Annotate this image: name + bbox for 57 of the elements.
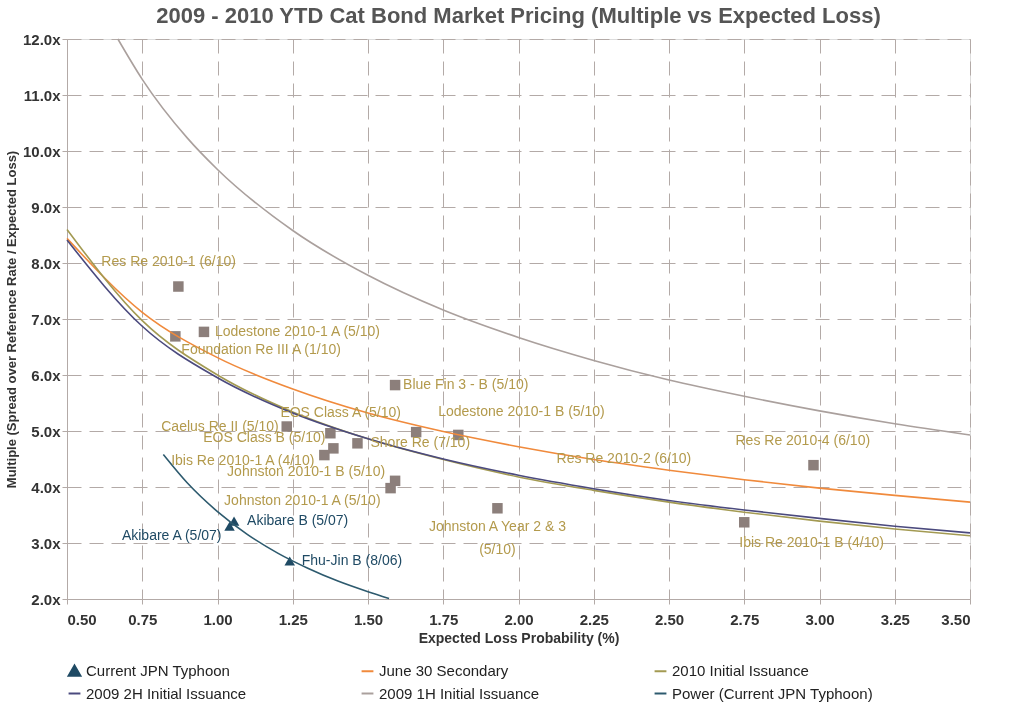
point <box>173 281 184 292</box>
data-label: Johnston A Year 2 & 3 (5/10) <box>428 518 567 558</box>
point <box>385 482 396 494</box>
point <box>410 426 422 438</box>
y-tick-label: 2.0x <box>31 590 62 608</box>
x-tick-label: 0.50 <box>67 610 97 628</box>
point <box>328 443 339 454</box>
point <box>739 517 750 528</box>
x-tick-label: 2.75 <box>730 610 760 628</box>
y-tick-label: 9.0x <box>31 198 62 216</box>
data-label: Fhu-Jin B (8/06) <box>301 551 403 568</box>
x-tick-label: 3.50 <box>941 610 971 628</box>
data-label: Res Re 2010-4 (6/10) <box>735 432 871 449</box>
point <box>492 503 503 514</box>
y-tick-label: 4.0x <box>31 478 62 496</box>
x-tick-label: 1.75 <box>429 610 459 628</box>
legend-label: 2009 2H Initial Issuance <box>86 684 247 702</box>
data-label: Akibare A (5/07) <box>121 527 222 544</box>
y-tick-label: 10.0x <box>22 142 62 160</box>
data-label: Blue Fin 3 - B (5/10) <box>403 376 529 393</box>
x-tick-label: 1.00 <box>203 610 233 628</box>
data-label: Res Re 2010-1 (6/10) <box>101 252 237 269</box>
legend-label: Power (Current JPN Typhoon) <box>672 684 873 702</box>
point <box>281 421 292 432</box>
data-label: Ibis Re 2010-1 B (4/10) <box>739 534 884 551</box>
point <box>319 449 330 461</box>
y-tick-label: 5.0x <box>31 422 62 440</box>
y-tick-label: 8.0x <box>31 254 62 272</box>
x-tick-label: 2.00 <box>504 610 534 628</box>
data-label: Lodestone 2010-1 A (5/10) <box>214 322 380 339</box>
y-tick-label: 12.0x <box>22 30 62 48</box>
chart-title: 2009 - 2010 YTD Cat Bond Market Pricing (Multiple vs Expected Loss) <box>156 3 881 28</box>
point <box>198 326 210 338</box>
legend-label: June 30 Secondary <box>379 662 509 680</box>
x-tick-label: 2.50 <box>654 610 685 628</box>
data-label: Lodestone 2010-1 B (5/10) <box>438 403 605 420</box>
point <box>352 438 363 449</box>
y-axis-title: Multiple (Spread over Reference Rate / Expected Loss) <box>3 150 19 489</box>
x-tick-label: 3.00 <box>805 610 835 628</box>
x-tick-label: 2.25 <box>579 610 609 628</box>
data-label: Akibare B (5/07) <box>247 512 349 529</box>
y-tick-label: 6.0x <box>31 366 62 384</box>
x-tick-label: 1.25 <box>278 610 308 628</box>
y-tick-label: 7.0x <box>31 310 62 328</box>
x-tick-label: 3.25 <box>880 610 910 628</box>
x-tick-label: 0.75 <box>128 610 158 628</box>
legend-label: Current JPN Typhoon <box>86 661 230 679</box>
data-label: Johnston 2010-1 A (5/10) <box>224 492 381 509</box>
y-tick-label: 11.0x <box>23 86 62 104</box>
point <box>389 379 401 391</box>
point <box>325 428 336 439</box>
x-axis-title: Expected Loss Probability (%) <box>418 629 620 646</box>
legend-label: 2010 Initial Issuance <box>672 662 809 680</box>
x-tick-label: 1.50 <box>353 610 384 628</box>
y-tick-label: 3.0x <box>31 534 62 552</box>
legend-label: 2009 1H Initial Issuance <box>379 684 540 702</box>
point <box>808 459 819 471</box>
